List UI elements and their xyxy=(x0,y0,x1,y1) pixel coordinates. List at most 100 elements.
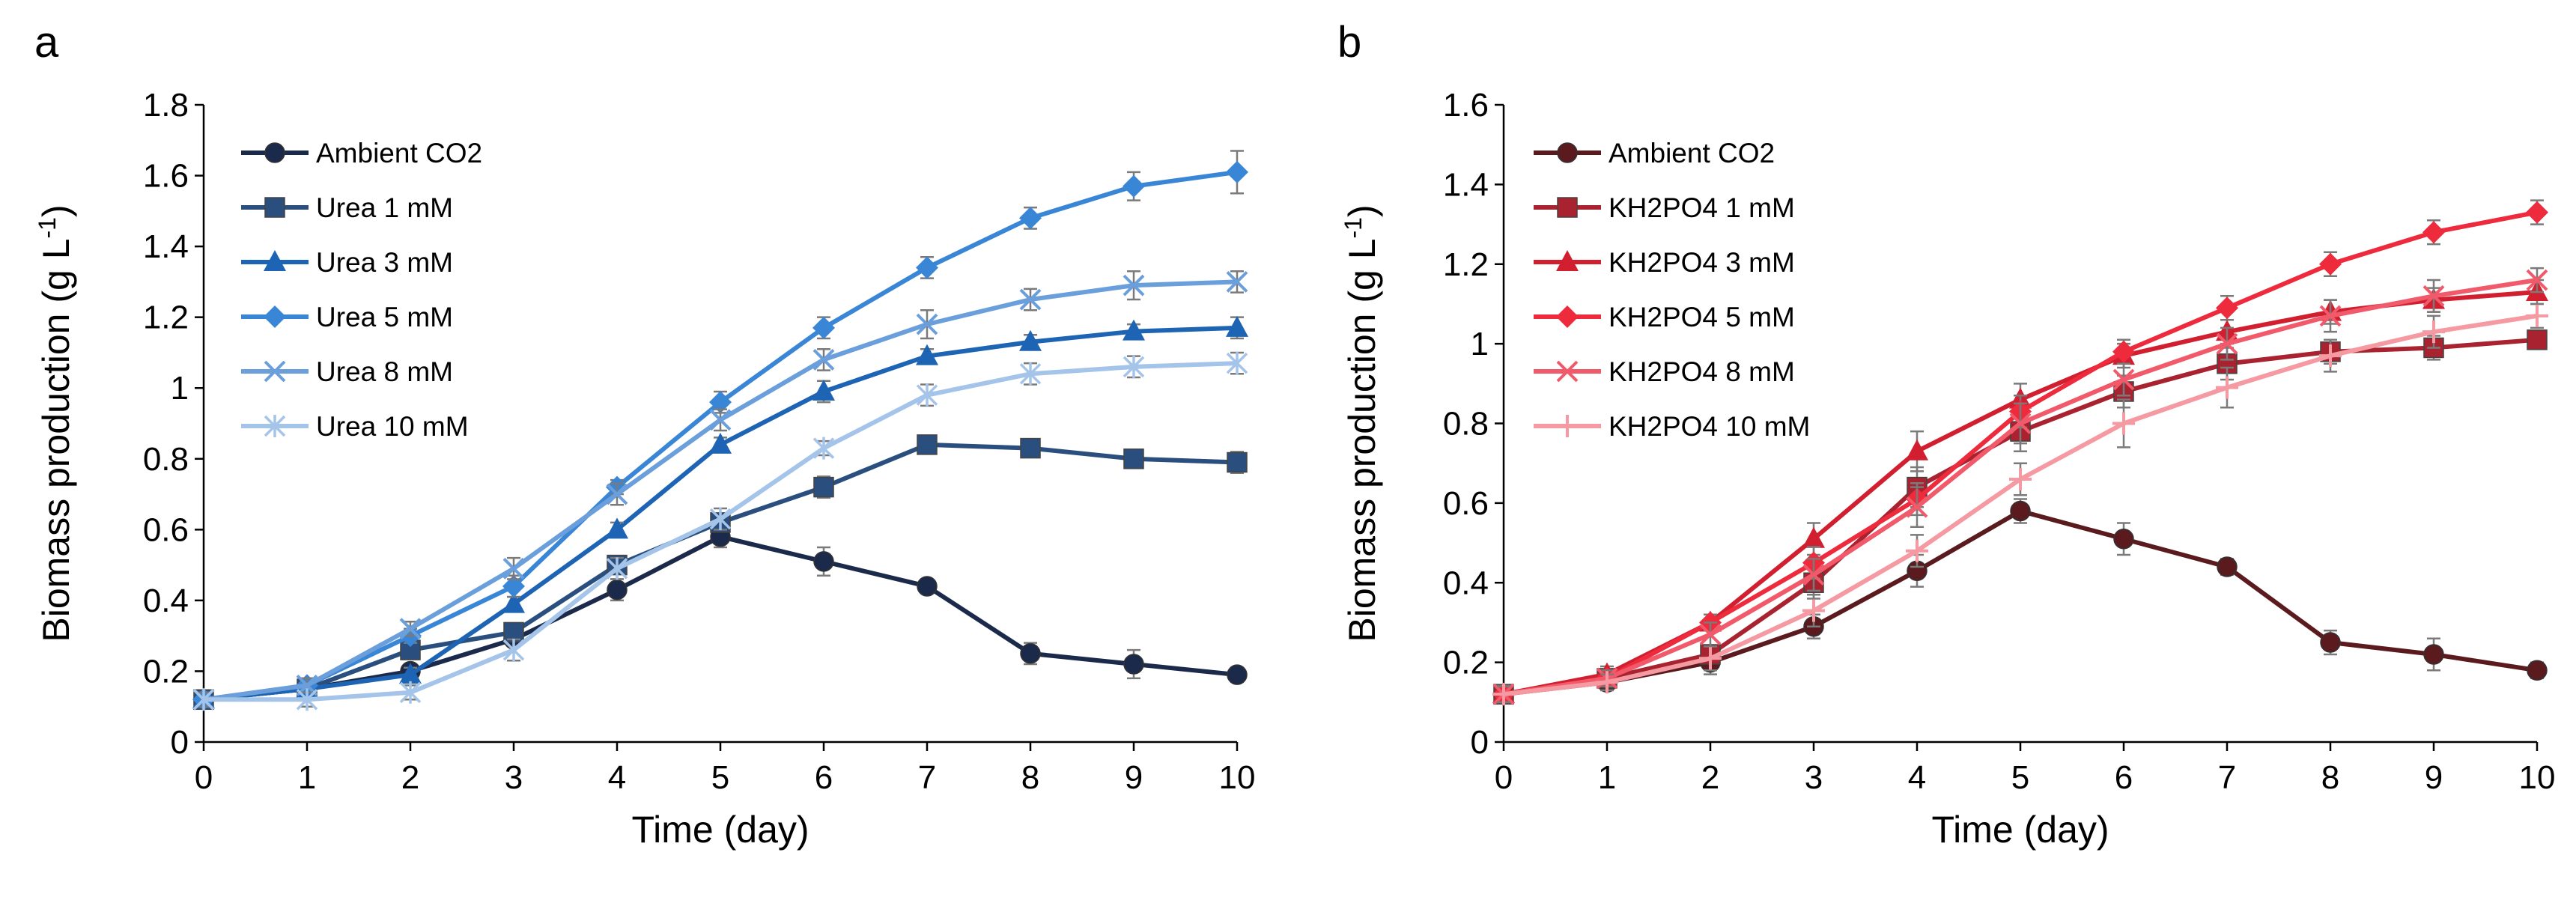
legend-label: KH2PO4 10 mM xyxy=(1609,411,1810,442)
data-point xyxy=(1020,643,1041,664)
data-point xyxy=(1227,664,1248,685)
legend-marker xyxy=(264,250,286,271)
data-point xyxy=(606,483,628,505)
data-point xyxy=(2216,376,2238,399)
data-point xyxy=(2422,221,2445,244)
data-point xyxy=(606,517,628,539)
data-point xyxy=(1123,355,1145,378)
y-tick-label: 0.6 xyxy=(143,511,189,548)
data-point xyxy=(1596,671,1618,694)
legend-marker xyxy=(264,415,286,437)
data-point xyxy=(399,663,422,684)
panel-label-a: a xyxy=(34,18,59,67)
data-point xyxy=(1906,539,1928,562)
data-point xyxy=(2526,201,2548,224)
data-point xyxy=(2009,467,2032,490)
data-point xyxy=(2216,297,2238,320)
legend-marker xyxy=(1556,250,1579,271)
x-tick-label: 9 xyxy=(1125,759,1143,796)
data-point xyxy=(1802,599,1825,622)
x-tick-label: 6 xyxy=(2115,759,2133,796)
legend-marker xyxy=(1556,305,1579,328)
data-point xyxy=(2422,285,2445,307)
data-point xyxy=(2527,660,2548,681)
data-point xyxy=(1123,449,1144,469)
legend-label: Urea 10 mM xyxy=(316,411,469,442)
y-tick-label: 0 xyxy=(1471,724,1489,761)
legend-marker xyxy=(264,142,285,163)
x-tick-label: 4 xyxy=(1908,759,1926,796)
y-axis-title-sup: -1 xyxy=(1340,217,1367,238)
data-point xyxy=(2217,556,2238,577)
legend-label: Urea 1 mM xyxy=(316,192,453,223)
data-point xyxy=(916,344,938,365)
data-point xyxy=(2112,412,2135,435)
data-point xyxy=(1226,352,1248,375)
legend-label: KH2PO4 3 mM xyxy=(1609,247,1795,278)
y-axis-title: Biomass production (g L-1) xyxy=(1340,204,1383,642)
y-axis-title-sup: -1 xyxy=(34,217,61,238)
data-point xyxy=(1019,288,1042,311)
y-tick-label: 0.8 xyxy=(1443,406,1489,443)
y-tick-label: 1.6 xyxy=(1443,87,1489,124)
data-point xyxy=(2319,344,2342,368)
y-tick-label: 1.6 xyxy=(143,158,189,195)
series-line xyxy=(203,534,1238,702)
data-point xyxy=(917,434,938,455)
chart-panel-a: a 0 0.2 0.4 0.6 0.8 1 1.2 1.4 1.6 1.8 0 1 2 3 4 5 6 7 8 9 10… xyxy=(34,18,1255,851)
data-point xyxy=(1226,270,1248,293)
data-point xyxy=(2319,305,2342,327)
data-point xyxy=(502,557,525,580)
data-point xyxy=(1699,623,1722,645)
data-point xyxy=(2320,632,2341,653)
data-point xyxy=(1802,564,1825,586)
x-tick-label: 3 xyxy=(505,759,523,796)
legend-marker xyxy=(264,305,286,328)
data-point xyxy=(1226,160,1248,183)
series-line xyxy=(1503,210,2538,697)
data-point xyxy=(607,579,628,601)
y-tick-label: 1.2 xyxy=(1443,246,1489,283)
data-point xyxy=(2112,368,2135,391)
x-tick-label: 10 xyxy=(2519,759,2556,796)
chart-panel-b: b 0 0.2 0.4 0.6 0.8 1 1.2 1.4 1.6 0 1 2 3 4 5 6 7 8 9 10 Tim… xyxy=(1337,18,2555,851)
x-tick-label: 1 xyxy=(1598,759,1616,796)
data-point xyxy=(2319,252,2342,276)
y-tick-label: 0.4 xyxy=(1443,565,1489,601)
data-point xyxy=(1227,452,1248,473)
data-point xyxy=(296,688,318,711)
legend-label: KH2PO4 5 mM xyxy=(1609,302,1795,332)
y-tick-label: 1.4 xyxy=(143,228,189,265)
data-point xyxy=(812,348,835,371)
data-point xyxy=(399,681,422,704)
data-point xyxy=(1123,174,1145,198)
x-tick-label: 7 xyxy=(2218,759,2236,796)
data-point xyxy=(2009,413,2032,434)
data-point xyxy=(1123,319,1145,341)
legend-marker xyxy=(1556,415,1579,437)
x-tick-label: 4 xyxy=(608,759,626,796)
x-tick-label: 2 xyxy=(1701,759,1719,796)
y-tick-label: 1.2 xyxy=(143,300,189,336)
x-tick-label: 2 xyxy=(401,759,419,796)
y-axis-title-main: Biomass production (g L xyxy=(1341,238,1383,642)
data-point xyxy=(1699,647,1722,670)
series-line xyxy=(203,279,1238,702)
data-point xyxy=(916,383,938,407)
y-tick-label: 0.8 xyxy=(143,441,189,478)
legend-marker xyxy=(1557,142,1578,163)
x-tick-label: 1 xyxy=(298,759,316,796)
y-tick-label: 0.4 xyxy=(143,583,189,619)
legend-label: Urea 5 mM xyxy=(316,302,453,332)
y-tick-label: 0 xyxy=(171,724,189,761)
x-tick-label: 10 xyxy=(1219,759,1256,796)
y-tick-label: 0.2 xyxy=(1443,645,1489,681)
data-point xyxy=(812,437,835,460)
data-point xyxy=(502,574,525,598)
data-point xyxy=(1019,329,1042,351)
legend-label: Urea 8 mM xyxy=(316,356,453,387)
data-point xyxy=(1123,274,1145,297)
legend-marker xyxy=(1556,360,1579,383)
x-tick-label: 0 xyxy=(195,759,213,796)
y-axis-title-main: Biomass production (g L xyxy=(35,238,77,642)
